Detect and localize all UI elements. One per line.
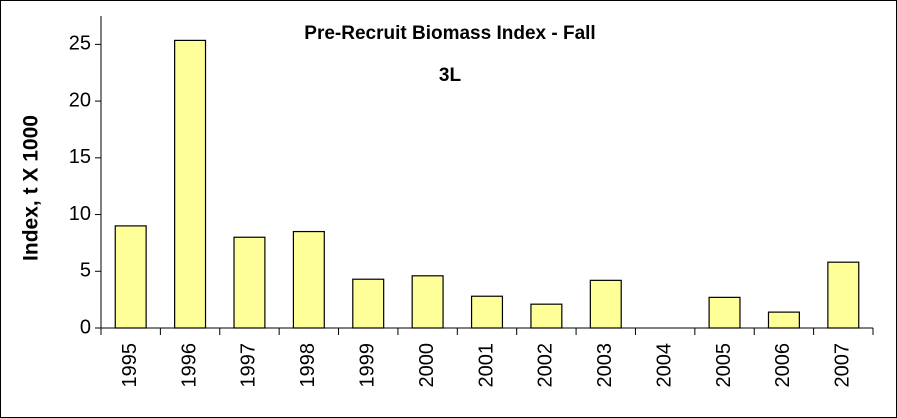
y-tick-label: 0	[80, 316, 91, 338]
x-tick-label: 2000	[416, 343, 438, 388]
x-tick-label: 1996	[178, 343, 200, 388]
bar	[411, 275, 444, 329]
x-tick-label: 1995	[119, 343, 141, 388]
bar	[292, 230, 325, 329]
bar	[233, 236, 266, 329]
x-tick-label: 2002	[535, 343, 557, 388]
bar	[470, 295, 504, 329]
chart-title: Pre-Recruit Biomass Index - Fall	[304, 23, 595, 44]
x-tick-label: 2004	[653, 343, 675, 388]
x-tick-label: 1998	[297, 343, 319, 388]
y-tick-label: 10	[69, 203, 91, 225]
bar	[530, 303, 563, 329]
chart-subtitle: 3L	[439, 65, 462, 86]
bar	[708, 296, 741, 329]
bar	[827, 261, 860, 329]
bar	[352, 278, 385, 329]
y-axis-label: Index, t X 1000	[20, 115, 43, 261]
y-tick-label: 20	[69, 89, 91, 111]
x-tick-label: 2006	[772, 343, 794, 388]
x-tick-label: 1997	[238, 343, 260, 388]
bar	[174, 39, 207, 329]
bar	[114, 225, 147, 329]
bar	[767, 311, 800, 329]
x-tick-label: 1999	[357, 343, 379, 388]
x-tick-label: 2003	[594, 343, 616, 388]
y-tick-label: 25	[69, 33, 91, 55]
y-tick-label: 5	[80, 260, 91, 282]
x-tick-label: 2001	[475, 343, 497, 388]
bar	[589, 279, 622, 329]
x-tick-label: 2005	[713, 343, 735, 388]
x-tick-label: 2007	[832, 343, 854, 388]
y-tick-label: 15	[69, 146, 91, 168]
